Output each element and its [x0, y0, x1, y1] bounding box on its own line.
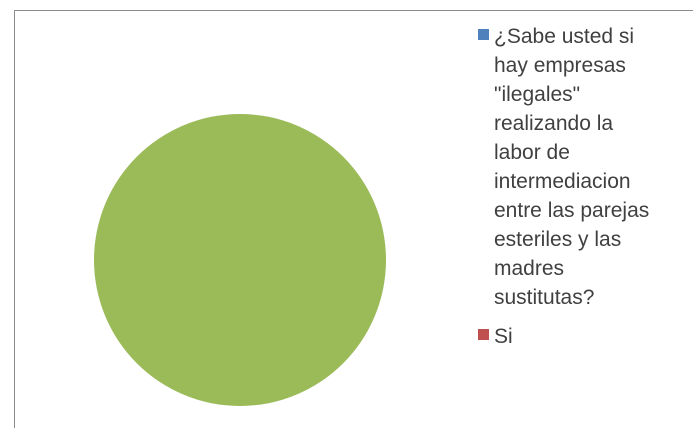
- legend-swatch-blue: [478, 29, 489, 40]
- legend-label-si: Si: [494, 325, 513, 348]
- legend: ¿Sabe usted si hay empresas "ilegales" r…: [478, 22, 690, 361]
- legend-label-question: ¿Sabe usted si hay empresas "ilegales" r…: [494, 25, 650, 309]
- legend-item-question: ¿Sabe usted si hay empresas "ilegales" r…: [478, 22, 690, 312]
- legend-item-si: Si: [478, 322, 690, 351]
- chart-area: [14, 10, 693, 428]
- legend-swatch-red: [478, 329, 489, 340]
- pie-slice-2: [94, 114, 386, 406]
